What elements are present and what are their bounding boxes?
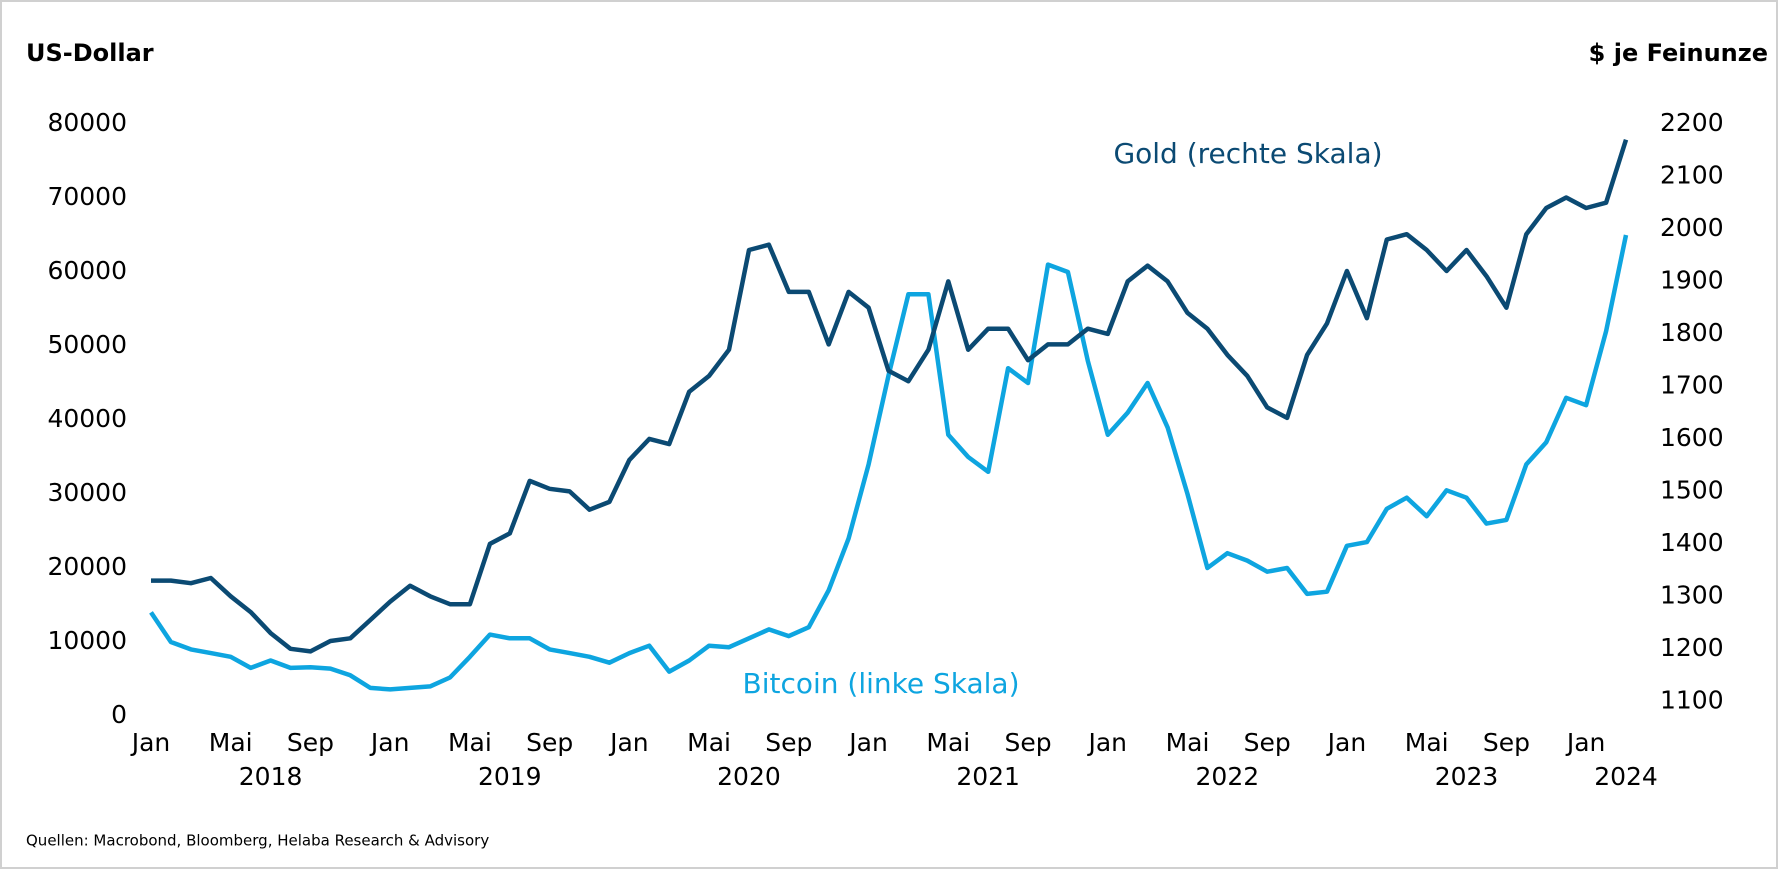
y2-tick-label: 1800	[1660, 318, 1724, 347]
y2-tick-label: 2200	[1660, 108, 1724, 137]
year-label: 2018	[239, 762, 303, 791]
x-tick-label: Mai	[1405, 728, 1449, 757]
y2-tick-label: 1400	[1660, 528, 1724, 557]
year-label: 2019	[478, 762, 542, 791]
x-tick-label: Sep	[526, 728, 573, 757]
y-tick-label: 80000	[47, 108, 127, 137]
x-tick-label: Sep	[765, 728, 812, 757]
y-tick-label: 10000	[47, 626, 127, 655]
y-tick-label: 20000	[47, 552, 127, 581]
year-label: 2020	[717, 762, 781, 791]
x-tick-label: Jan	[1086, 728, 1127, 757]
x-tick-label: Sep	[1483, 728, 1530, 757]
x-tick-label: Jan	[847, 728, 888, 757]
x-tick-label: Mai	[209, 728, 253, 757]
series-annotation: Gold (rechte Skala)	[1113, 137, 1382, 170]
y2-tick-label: 1300	[1660, 580, 1724, 609]
y2-tick-label: 2000	[1660, 213, 1724, 242]
y2-tick-label: 1100	[1660, 685, 1724, 714]
source: Quellen: Macrobond, Bloomberg, Helaba Re…	[26, 832, 489, 850]
x-tick-label: Mai	[687, 728, 731, 757]
y-tick-label: 40000	[47, 404, 127, 433]
x-tick-label: Mai	[926, 728, 970, 757]
series-line	[149, 234, 1629, 692]
y2-tick-label: 1200	[1660, 633, 1724, 662]
series-annotation: Bitcoin (linke Skala)	[742, 667, 1019, 700]
y-tick-label: 60000	[47, 256, 127, 285]
x-tick-label: Jan	[130, 728, 171, 757]
x-tick-label: Mai	[448, 728, 492, 757]
x-tick-label: Jan	[608, 728, 649, 757]
y2-tick-label: 1500	[1660, 475, 1724, 504]
x-tick-label: Jan	[369, 728, 410, 757]
y2-tick-label: 1600	[1660, 423, 1724, 452]
year-label: 2024	[1594, 762, 1658, 791]
y-tick-label: 50000	[47, 330, 127, 359]
x-tick-label: Sep	[1004, 728, 1051, 757]
x-tick-label: Sep	[287, 728, 334, 757]
x-tick-label: Mai	[1166, 728, 1210, 757]
year-label: 2023	[1435, 762, 1499, 791]
x-tick-label: Sep	[1244, 728, 1291, 757]
x-tick-label: Jan	[1565, 728, 1606, 757]
x-tick-label: Jan	[1326, 728, 1367, 757]
y-tick-label: 0	[111, 700, 127, 729]
year-label: 2022	[1196, 762, 1260, 791]
y2-tick-label: 1700	[1660, 370, 1724, 399]
y2-tick-label: 1900	[1660, 265, 1724, 294]
y-tick-label: 70000	[47, 182, 127, 211]
right-axis-label: $ je Feinunze	[1589, 39, 1768, 67]
year-label: 2021	[956, 762, 1020, 791]
y2-tick-label: 2100	[1660, 160, 1724, 189]
left-axis-label: US-Dollar	[26, 39, 154, 67]
y-tick-label: 30000	[47, 478, 127, 507]
series-line	[151, 139, 1629, 654]
